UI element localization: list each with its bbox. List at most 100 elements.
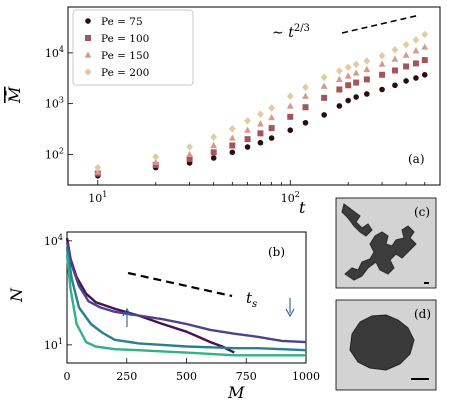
data-point-series-0 [353, 94, 359, 100]
data-point-series-2 [302, 92, 309, 99]
data-point-series-2 [402, 51, 410, 58]
legend-marker [85, 18, 91, 24]
data-point-series-2 [94, 168, 102, 175]
x-tick-label: 500 [176, 370, 197, 383]
data-point-series-3 [402, 40, 410, 49]
data-point-series-3 [268, 104, 276, 112]
data-point-series-0 [321, 112, 327, 118]
y-tick-label: 104 [44, 233, 63, 248]
legend-marker [85, 35, 91, 41]
data-point-series-3 [286, 92, 294, 101]
snapshot-c-scalebar [424, 282, 429, 284]
data-point-series-2 [363, 65, 371, 73]
data-point-series-0 [268, 135, 275, 141]
x-tick-label: 102 [281, 190, 300, 205]
panel-a-label: (a) [408, 152, 425, 166]
snapshot-c-label: (c) [414, 205, 430, 219]
data-point-series-2 [344, 72, 352, 79]
legend-label: Pe = 75 [101, 16, 143, 28]
legend-label: Pe = 200 [101, 67, 149, 79]
y-tick-label: 101 [44, 337, 63, 352]
data-point-series-1 [321, 94, 328, 101]
snapshot-d-scalebar [411, 378, 429, 380]
data-point-series-1 [257, 130, 264, 137]
data-point-series-2 [412, 47, 420, 54]
data-point-series-2 [286, 102, 294, 109]
data-point-series-1 [336, 86, 343, 93]
data-point-series-0 [413, 75, 419, 81]
data-point-series-2 [210, 141, 218, 149]
y-tick-label: 104 [45, 45, 64, 60]
data-point-series-1 [186, 155, 193, 162]
data-point-series-1 [152, 161, 159, 168]
data-point-series-0 [345, 97, 351, 104]
data-point-series-3 [228, 124, 236, 133]
data-point-series-2 [186, 150, 194, 158]
data-point-series-1 [412, 60, 419, 67]
data-point-series-2 [320, 82, 328, 89]
data-point-series-2 [352, 69, 360, 76]
legend-marker [84, 51, 92, 58]
panel-a-frame [67, 6, 441, 186]
snapshot-c-cluster [341, 203, 417, 281]
data-point-series-0 [392, 82, 398, 89]
legend-label: Pe = 150 [101, 50, 149, 62]
data-point-series-1 [363, 76, 370, 83]
data-point-series-0 [257, 139, 264, 146]
data-point-series-2 [257, 120, 264, 127]
data-point-series-1 [379, 71, 386, 78]
data-point-series-2 [421, 43, 429, 50]
data-point-series-3 [391, 45, 399, 54]
series-line-0 [65, 237, 235, 354]
panel-b-xlabel: M [227, 383, 245, 401]
data-point-series-3 [335, 67, 343, 75]
data-point-series-3 [257, 110, 264, 118]
data-point-series-0 [229, 149, 236, 156]
data-point-series-0 [379, 86, 385, 93]
data-point-series-2 [228, 134, 236, 141]
data-point-series-3 [363, 57, 371, 65]
data-point-series-3 [320, 73, 328, 82]
data-point-series-0 [210, 155, 217, 161]
data-point-series-3 [186, 143, 194, 151]
data-point-series-1 [302, 104, 309, 111]
data-point-series-3 [378, 51, 386, 60]
data-point-series-3 [412, 36, 420, 44]
data-point-series-0 [336, 103, 343, 109]
data-point-series-2 [244, 126, 251, 133]
data-point-series-2 [378, 60, 386, 67]
data-point-series-1 [391, 67, 398, 74]
x-tick-label: 101 [88, 190, 107, 205]
slope-annotation: ∼ t2/3 [272, 23, 310, 41]
series-line-3 [65, 254, 306, 357]
y-tick-label: 102 [45, 146, 64, 161]
slope-guide-line [341, 14, 421, 34]
series-line-1 [65, 242, 307, 344]
panel-b: 0 250 500 750 1000 101 104 ts (b) M N [7, 231, 320, 401]
data-point-series-2 [152, 158, 160, 165]
snapshot-d: (d) [335, 299, 437, 391]
panel-a-xlabel: t [299, 198, 306, 217]
data-point-series-3 [421, 30, 429, 39]
x-tick-label: 0 [64, 370, 71, 383]
panel-b-ylabel: N [7, 287, 26, 303]
data-point-series-1 [268, 125, 275, 132]
snapshot-c: (c) [335, 197, 437, 289]
data-point-series-2 [391, 55, 399, 62]
data-point-series-3 [152, 152, 160, 161]
data-point-series-0 [302, 119, 309, 126]
data-point-series-1 [229, 142, 236, 149]
data-point-series-3 [94, 163, 102, 172]
panel-b-label: (b) [268, 245, 285, 259]
data-point-series-2 [268, 114, 276, 121]
data-point-series-1 [244, 136, 251, 143]
legend: Pe = 75 Pe = 100 Pe = 150 Pe = 200 [72, 9, 194, 86]
panel-a-ylabel: M̄ [3, 86, 24, 104]
arrow-left [122, 307, 132, 327]
data-point-series-1 [345, 82, 352, 89]
legend-box [72, 9, 194, 86]
data-point-series-0 [364, 91, 370, 97]
data-point-series-0 [421, 71, 428, 78]
